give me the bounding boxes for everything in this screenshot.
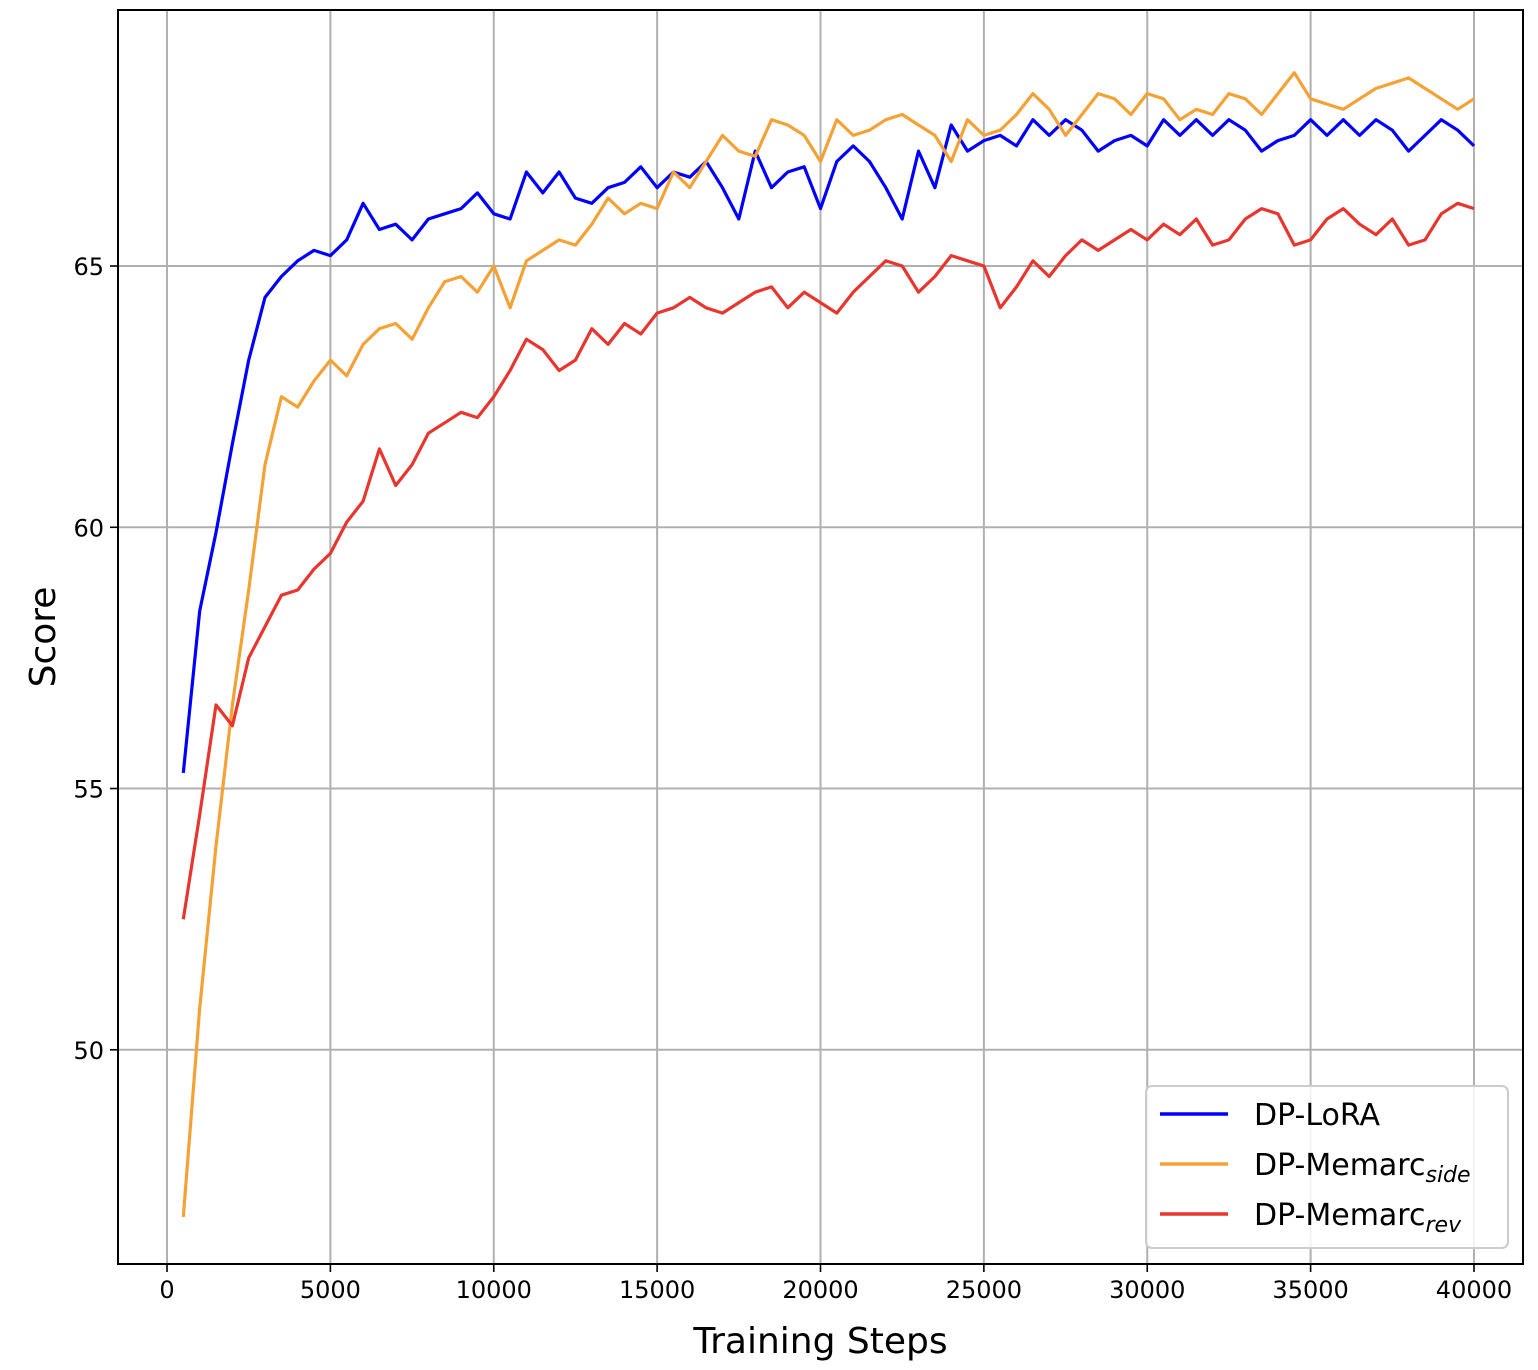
x-tick-label: 10000 <box>456 1276 532 1304</box>
x-tick-label: 5000 <box>300 1276 361 1304</box>
x-tick-label: 35000 <box>1272 1276 1348 1304</box>
series-line-2 <box>181 71 1475 1218</box>
y-tick-label: 60 <box>73 514 104 542</box>
y-tick-label: 50 <box>73 1037 104 1065</box>
x-tick-label: 40000 <box>1436 1276 1512 1304</box>
x-tick-label: 20000 <box>782 1276 858 1304</box>
legend-box <box>1145 1085 1509 1249</box>
grid <box>118 10 1523 1264</box>
x-tick-label: 25000 <box>946 1276 1022 1304</box>
legend-label-2: DP-Memarcside <box>1254 1148 1471 1188</box>
series-lines <box>181 71 1476 1218</box>
series-line-1 <box>181 118 1476 774</box>
series-line-3 <box>181 201 1475 920</box>
legend-label-1: DP-LoRA <box>1254 1098 1381 1133</box>
axis-ticks: 0 5000 10000 15000 20000 25000 30000 35000 40000… <box>73 253 1512 1304</box>
x-tick-label: 30000 <box>1109 1276 1185 1304</box>
legend: DP-LoRA DP-Memarcside DP-Memarcrev <box>1145 1085 1509 1249</box>
y-axis-title: Score <box>23 587 64 688</box>
legend-label-3: DP-Memarcrev <box>1254 1198 1462 1238</box>
y-tick-label: 55 <box>73 776 104 804</box>
x-axis-title: Training Steps <box>692 1321 947 1362</box>
x-tick-label: 0 <box>159 1276 174 1304</box>
x-tick-label: 15000 <box>619 1276 695 1304</box>
y-tick-label: 65 <box>73 253 104 281</box>
